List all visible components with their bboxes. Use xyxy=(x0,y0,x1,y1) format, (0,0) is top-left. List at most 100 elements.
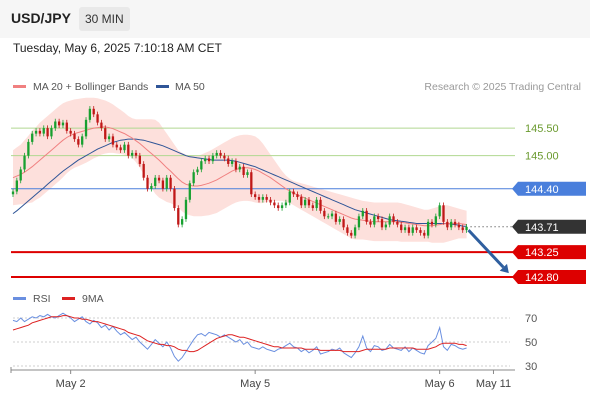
candle xyxy=(273,202,276,206)
ma50-line xyxy=(12,138,467,227)
price-panel: 145.50 145.00 144.40 143.71 143.25 142.80 xyxy=(11,97,586,284)
candle xyxy=(330,213,334,217)
candle xyxy=(377,216,380,220)
candle xyxy=(357,216,361,228)
candle xyxy=(157,177,161,181)
candle xyxy=(353,227,357,236)
candle xyxy=(223,155,226,159)
price-level-label: 142.80 xyxy=(525,272,559,284)
candle xyxy=(127,144,130,156)
candle xyxy=(465,226,468,231)
x-tick-label: May 5 xyxy=(240,378,270,390)
x-tick-label: May 6 xyxy=(425,378,455,390)
candle xyxy=(81,136,84,145)
candle xyxy=(215,152,218,156)
candle xyxy=(211,155,215,162)
candle xyxy=(50,128,53,137)
candle xyxy=(23,155,26,170)
candle xyxy=(373,216,376,225)
legend-label: 9MA xyxy=(82,293,104,305)
candle xyxy=(84,119,88,137)
price-level-label: 145.50 xyxy=(525,123,559,135)
time-axis: May 2 May 5 May 6 May 11 xyxy=(10,367,515,390)
candle xyxy=(407,227,411,233)
candle xyxy=(400,224,403,231)
candle xyxy=(403,227,407,231)
candle xyxy=(111,136,115,145)
candle xyxy=(319,199,322,211)
candle xyxy=(392,216,395,222)
candle xyxy=(338,219,341,222)
rsi-tick-label: 70 xyxy=(525,313,537,325)
forecast-arrow xyxy=(467,229,505,269)
candle xyxy=(192,172,195,184)
candle xyxy=(219,152,222,156)
price-label-tag xyxy=(512,245,586,260)
candle xyxy=(346,227,349,233)
candle xyxy=(307,199,311,206)
candle xyxy=(227,158,230,164)
candle xyxy=(207,158,211,162)
candle xyxy=(246,172,249,175)
legend-swatch xyxy=(13,297,26,300)
candle xyxy=(184,199,188,220)
candle xyxy=(31,133,34,142)
candle xyxy=(415,227,418,231)
candle xyxy=(177,208,180,225)
timeframe-badge[interactable]: 30 MIN xyxy=(79,7,130,31)
candle xyxy=(242,166,245,175)
candle xyxy=(146,177,149,189)
candle xyxy=(388,216,391,225)
candle xyxy=(134,152,138,156)
candle xyxy=(369,221,372,225)
candle xyxy=(434,216,437,225)
candle xyxy=(150,186,153,189)
candle xyxy=(384,224,387,228)
candle xyxy=(430,221,434,225)
candle xyxy=(300,197,303,206)
candle xyxy=(73,133,76,140)
candle xyxy=(27,141,30,156)
symbol-title: USD/JPY xyxy=(11,10,71,26)
price-label-tag xyxy=(512,181,586,196)
candle xyxy=(446,221,449,228)
candle xyxy=(100,122,103,129)
candle xyxy=(426,221,430,236)
candle xyxy=(69,130,72,134)
candle xyxy=(131,152,134,156)
candle xyxy=(334,213,338,222)
rsi-tick-label: 30 xyxy=(525,361,537,373)
price-label-tag xyxy=(512,269,586,284)
legend-swatch xyxy=(13,85,26,88)
legend-swatch xyxy=(156,85,169,88)
rsi-ma-line xyxy=(12,315,467,353)
candle xyxy=(138,155,141,164)
candle xyxy=(342,219,345,228)
candle xyxy=(411,227,414,233)
candle xyxy=(180,219,184,225)
candle xyxy=(142,163,145,178)
price-label-tag xyxy=(512,219,586,234)
candle xyxy=(238,166,241,170)
candle xyxy=(350,232,353,236)
candle xyxy=(115,144,118,148)
legends: MA 20 + Bollinger Bands MA 50 Research © 2… xyxy=(13,81,581,305)
candle xyxy=(453,221,457,225)
candle xyxy=(96,114,99,123)
x-tick-label: May 2 xyxy=(56,378,86,390)
rsi-line xyxy=(12,312,467,362)
candle xyxy=(365,210,368,222)
candle xyxy=(204,158,207,162)
candle xyxy=(250,172,253,195)
candle xyxy=(315,199,318,209)
candle xyxy=(123,144,126,151)
candle xyxy=(54,121,57,129)
candle xyxy=(11,191,15,195)
candle xyxy=(438,205,441,217)
candle xyxy=(423,232,426,236)
candle xyxy=(107,136,111,140)
price-level-label: 143.25 xyxy=(525,247,559,259)
candle xyxy=(42,128,45,134)
candle xyxy=(77,139,80,145)
